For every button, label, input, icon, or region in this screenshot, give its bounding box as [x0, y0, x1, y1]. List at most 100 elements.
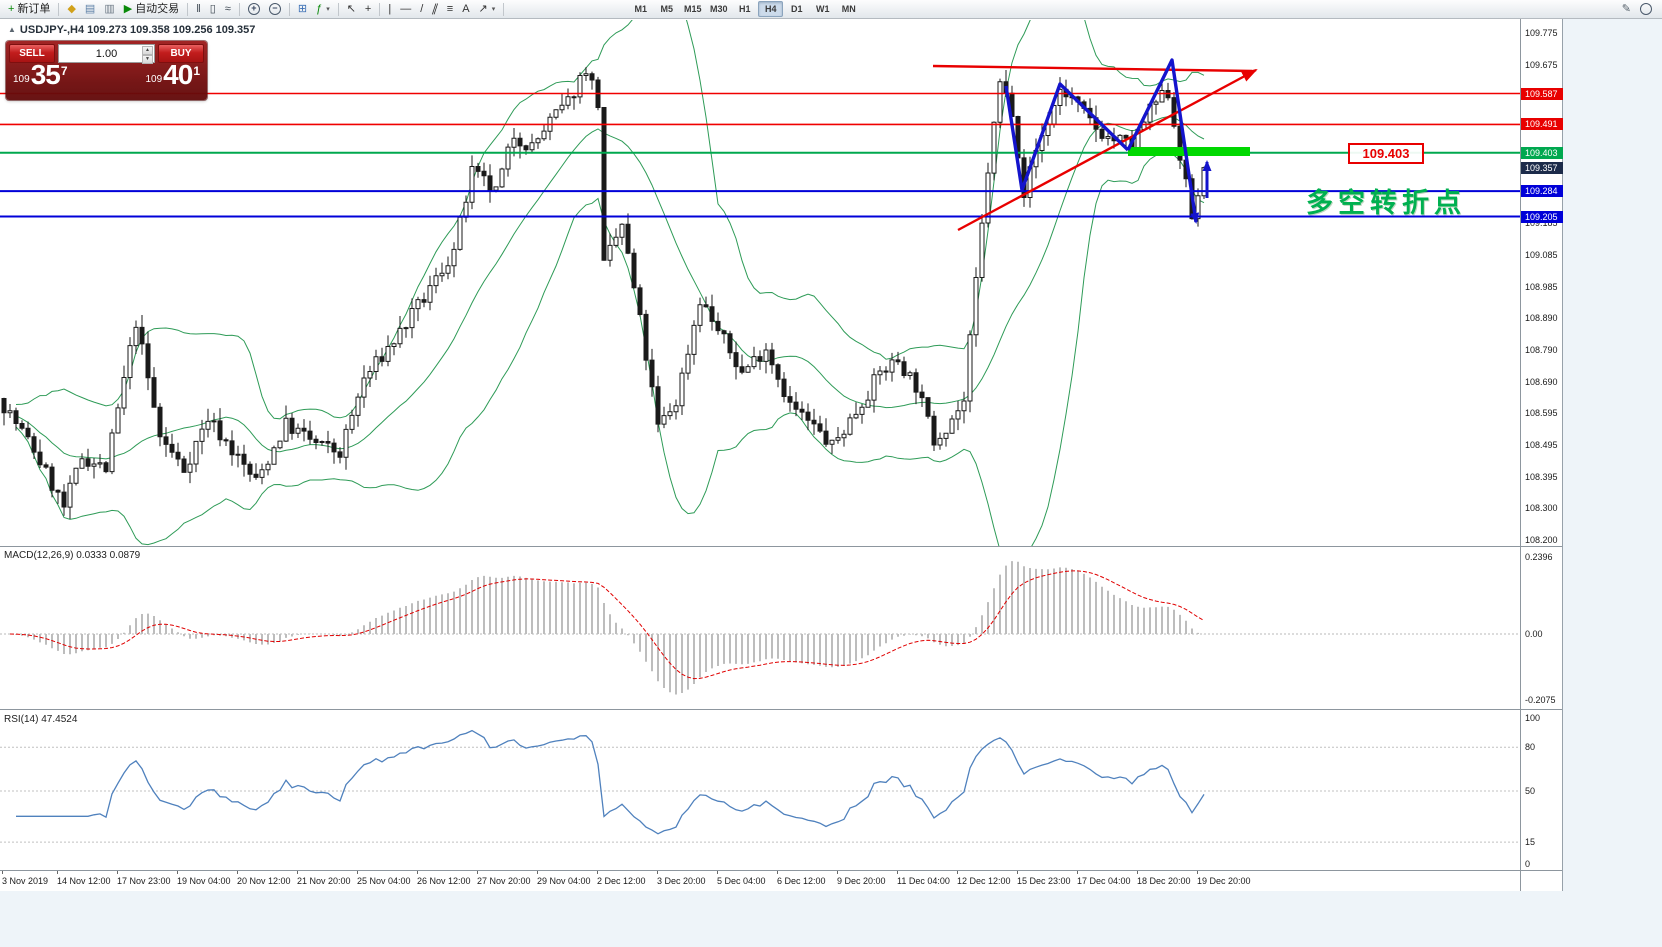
pencil-icon[interactable]: ✎ [1618, 1, 1635, 18]
profiles-icon[interactable]: ▥ [100, 1, 118, 18]
time-axis-label: 19 Nov 04:00 [177, 876, 231, 886]
rsi-scale-label: 15 [1525, 837, 1536, 848]
price-tick-label: 108.495 [1525, 440, 1558, 451]
bar-chart-icon[interactable]: ‖ [192, 1, 205, 18]
time-tick [357, 871, 358, 874]
volume-increase-button[interactable]: ▲ [142, 46, 153, 55]
timeframe-h1-button[interactable]: H1 [732, 1, 757, 17]
timeframe-d1-button[interactable]: D1 [784, 1, 809, 17]
time-tick [477, 871, 478, 874]
arrows-icon-glyph: ↗ [478, 2, 488, 15]
crosshair-icon[interactable]: + [361, 1, 375, 18]
one-click-trading-panel: SELL 1.00 ▲ ▼ BUY 109 35 7 109 [6, 41, 207, 100]
timeframe-w1-button[interactable]: W1 [810, 1, 835, 17]
time-tick [237, 871, 238, 874]
time-axis-label: 29 Nov 04:00 [537, 876, 591, 886]
panel-separator [0, 870, 1562, 871]
time-tick [117, 871, 118, 874]
macd-scale-label: 0.2396 [1525, 552, 1553, 563]
time-tick [417, 871, 418, 874]
line-chart-icon-glyph: ≈ [224, 2, 231, 15]
gold-coins-icon[interactable]: ◆ [63, 1, 79, 18]
price-tick-label: 108.985 [1525, 282, 1558, 293]
time-axis[interactable]: 3 Nov 2019 14 Nov 12:00 17 Nov 23:00 19 Nov… [0, 871, 1520, 891]
timeframe-mn-button[interactable]: MN [836, 1, 861, 17]
time-tick [957, 871, 958, 874]
zoom-in-icon[interactable]: + [244, 1, 264, 18]
arrows-icon[interactable]: ↗ ▾ [475, 1, 500, 18]
time-axis-label: 11 Dec 04:00 [897, 876, 950, 886]
price-tick-label: 108.890 [1525, 312, 1558, 323]
timeframe-m5-button[interactable]: M5 [654, 1, 679, 17]
new-order-button[interactable]: + 新订单 [4, 1, 54, 18]
channel-icon[interactable]: ∥ [428, 1, 442, 18]
toolbar-separator [379, 2, 381, 16]
text-icon[interactable]: A [458, 1, 473, 18]
buy-price-small: 109 [145, 74, 163, 85]
vertical-line-icon-glyph: | [388, 2, 392, 15]
cursor-icon[interactable]: ↖ [343, 1, 360, 18]
time-tick [717, 871, 718, 874]
price-level-label: 109.205 [1521, 210, 1563, 223]
zoom-in-icon-glyph: + [247, 3, 260, 15]
horizontal-line-icon-glyph: — [400, 2, 412, 15]
magnifier-icon[interactable] [1636, 1, 1656, 18]
autotrading-button-label: 自动交易 [135, 2, 180, 15]
vertical-line-icon[interactable]: | [384, 1, 395, 18]
candlestick-chart-icon[interactable]: ▯ [206, 1, 220, 18]
time-tick [1137, 871, 1138, 874]
tile-windows-icon[interactable]: ⊞ [294, 1, 311, 18]
price-scale[interactable]: 109.775 109.675 109.185 109.085 108.985 108.8… [1520, 19, 1563, 891]
buy-price-big: 40 [163, 59, 193, 90]
volume-value: 1.00 [95, 47, 118, 60]
timeframe-h4-button[interactable]: H4 [758, 1, 784, 17]
price-tick-label: 109.675 [1525, 60, 1558, 71]
print-preview-icon[interactable]: ▤ [81, 1, 99, 18]
timeframe-m15-button[interactable]: M15 [680, 1, 705, 17]
toolbar-separator [337, 2, 339, 16]
macd-scale-label: -0.2075 [1525, 695, 1556, 706]
time-tick [1017, 871, 1018, 874]
autotrading-glyph: ▶ [123, 2, 133, 15]
panel-separator[interactable] [0, 709, 1562, 710]
line-chart-icon[interactable]: ≈ [221, 1, 235, 18]
indicators-icon[interactable]: ƒ ▾ [312, 1, 334, 18]
fibonacci-icon[interactable]: ≡ [443, 1, 457, 18]
trendline-icon[interactable]: / [416, 1, 427, 18]
panel-separator[interactable] [0, 546, 1562, 547]
chevron-down-icon: ▾ [491, 6, 496, 13]
volume-decrease-button[interactable]: ▼ [142, 55, 153, 64]
annotation-text[interactable]: 多空转折点 [1306, 188, 1466, 218]
price-level-label: 109.357 [1521, 161, 1563, 174]
time-tick [1197, 871, 1198, 874]
channel-icon-glyph: ∥ [430, 2, 440, 15]
timeframe-m30-button[interactable]: M30 [706, 1, 731, 17]
profiles-icon-glyph: ▥ [104, 2, 115, 15]
autotrading-button[interactable]: ▶ 自动交易 [120, 1, 183, 18]
price-tick-label: 108.690 [1525, 377, 1558, 388]
price-tag-label[interactable]: 109.403 [1348, 143, 1424, 164]
time-axis-label: 27 Nov 20:00 [477, 876, 531, 886]
buy-price: 109 40 1 [145, 61, 200, 89]
time-axis-label: 19 Dec 20:00 [1197, 876, 1251, 886]
time-axis-label: 9 Dec 20:00 [837, 876, 886, 886]
price-level-label: 109.284 [1521, 185, 1563, 198]
timeframe-m1-button[interactable]: M1 [628, 1, 653, 17]
fibonacci-icon-glyph: ≡ [446, 2, 454, 15]
text-icon-glyph: A [462, 2, 470, 15]
horizontal-line-icon[interactable]: — [396, 1, 415, 18]
zoom-out-icon[interactable]: − [265, 1, 285, 18]
price-tick-label: 108.790 [1525, 345, 1558, 356]
volume-input[interactable]: 1.00 ▲ ▼ [58, 44, 155, 64]
price-tick-label: 108.300 [1525, 502, 1558, 513]
time-axis-label: 14 Nov 12:00 [57, 876, 111, 886]
gold-coins-icon-glyph: ◆ [67, 2, 76, 15]
time-tick [1077, 871, 1078, 874]
time-tick [2, 871, 3, 874]
rsi-scale-label: 0 [1525, 859, 1531, 869]
time-tick [537, 871, 538, 874]
bar-chart-icon-glyph: ‖ [196, 2, 201, 15]
time-axis-label: 17 Dec 04:00 [1077, 876, 1131, 886]
sell-price-big: 35 [30, 59, 61, 90]
